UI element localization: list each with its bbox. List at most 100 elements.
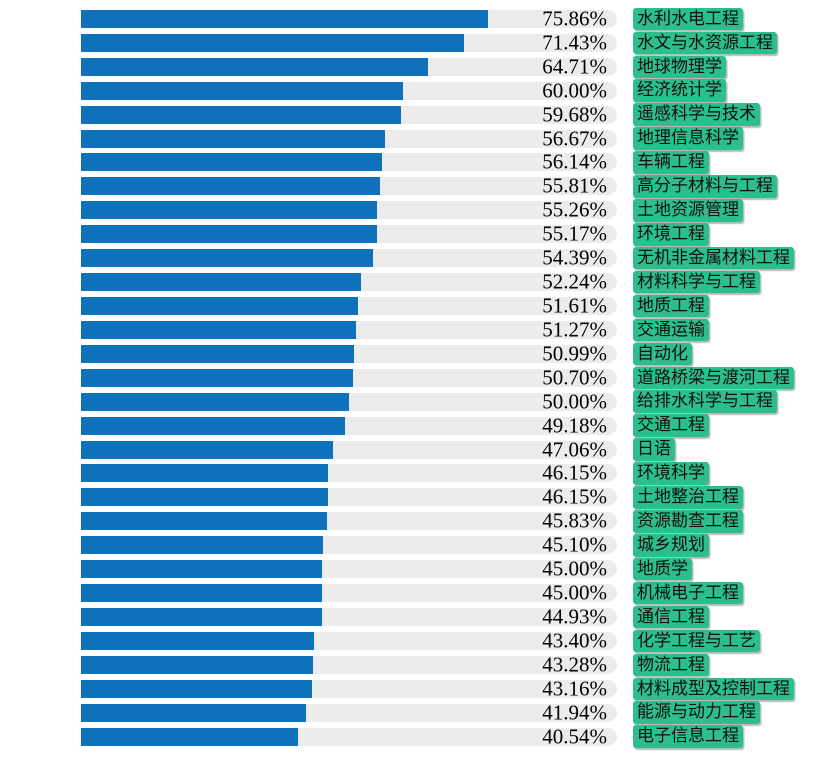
value-label: 44.93% [542, 604, 607, 629]
bar-row: 60.00% 经济统计学 [0, 79, 814, 103]
bar-fill [81, 273, 361, 292]
bar-track: 47.06% [81, 439, 617, 460]
bar-row: 50.00% 给排水科学与工程 [0, 390, 814, 414]
value-label: 51.61% [542, 293, 607, 318]
bar-fill [81, 679, 313, 698]
value-label: 75.86% [542, 6, 607, 31]
bar-track: 56.14% [81, 149, 617, 174]
bar-track: 43.40% [81, 628, 617, 653]
bar-row: 50.70% 道路桥梁与渡河工程 [0, 366, 814, 390]
bar-row: 51.27% 交通运输 [0, 318, 814, 342]
bar-track: 59.68% [81, 102, 617, 127]
bar-row: 44.93% 通信工程 [0, 605, 814, 629]
category-label: 地理信息科学 [633, 127, 743, 150]
bar-fill [81, 320, 356, 339]
value-label: 54.39% [542, 245, 607, 270]
bar-fill [81, 225, 377, 244]
category-label: 材料科学与工程 [633, 270, 760, 294]
bar-row: 47.06% 日语 [0, 438, 814, 462]
bar-track: 44.93% [81, 604, 617, 629]
value-label: 40.54% [542, 724, 607, 749]
category-label: 地质工程 [633, 294, 709, 318]
value-label: 43.40% [542, 628, 607, 653]
bar-fill [81, 153, 382, 172]
bar-row: 50.99% 自动化 [0, 342, 814, 366]
bar-track: 55.26% [81, 197, 617, 222]
value-label: 46.15% [542, 460, 607, 485]
value-label: 52.24% [542, 269, 607, 294]
bar-track: 50.00% [81, 391, 617, 412]
value-label: 55.81% [542, 173, 607, 198]
bar-row: 46.15% 土地整治工程 [0, 485, 814, 509]
bar-row: 64.71% 地球物理学 [0, 55, 814, 79]
category-label: 水文与水资源工程 [633, 31, 777, 55]
category-label: 资源勘查工程 [633, 510, 743, 533]
category-label: 交通工程 [633, 414, 709, 437]
category-label: 高分子材料与工程 [633, 175, 777, 198]
value-label: 55.26% [542, 197, 607, 222]
bar-row: 43.28% 物流工程 [0, 653, 814, 677]
value-label: 50.70% [542, 365, 607, 390]
value-label: 50.99% [542, 341, 607, 366]
bar-row: 43.16% 材料成型及控制工程 [0, 677, 814, 701]
value-label: 56.67% [542, 126, 607, 151]
bar-fill [81, 560, 323, 579]
category-label: 材料成型及控制工程 [633, 677, 794, 701]
bar-fill [81, 368, 353, 387]
value-label: 51.27% [542, 317, 607, 342]
bar-fill [81, 201, 378, 220]
bar-track: 46.15% [81, 484, 617, 509]
bar-track: 51.61% [81, 293, 617, 318]
bar-track: 49.18% [81, 413, 617, 438]
value-label: 49.18% [542, 413, 607, 438]
bar-track: 45.00% [81, 580, 617, 605]
category-label: 能源与动力工程 [633, 701, 760, 724]
bar-row: 45.00% 机械电子工程 [0, 581, 814, 605]
value-label: 64.71% [542, 54, 607, 79]
bar-fill [81, 512, 327, 531]
category-label: 通信工程 [633, 605, 709, 629]
value-label: 71.43% [542, 30, 607, 55]
bar-fill [81, 608, 322, 626]
category-label: 道路桥梁与渡河工程 [633, 366, 794, 390]
bar-track: 55.81% [81, 173, 617, 198]
bar-track: 45.10% [81, 534, 617, 555]
value-label: 45.00% [542, 556, 607, 581]
category-label: 遥感科学与技术 [633, 103, 760, 126]
bar-row: 43.40% 化学工程与工艺 [0, 629, 814, 653]
bar-track: 43.28% [81, 654, 617, 675]
value-label: 60.00% [542, 78, 607, 103]
bar-row: 52.24% 材料科学与工程 [0, 270, 814, 294]
bar-track: 50.70% [81, 365, 617, 390]
value-label: 45.00% [542, 580, 607, 605]
category-label: 交通运输 [633, 318, 709, 342]
value-label: 43.16% [542, 676, 607, 701]
bar-row: 45.00% 地质学 [0, 557, 814, 581]
category-label: 土地整治工程 [633, 486, 743, 509]
bar-row: 71.43% 水文与水资源工程 [0, 31, 814, 55]
category-label: 城乡规划 [633, 533, 709, 557]
category-label: 无机非金属材料工程 [633, 246, 794, 270]
value-label: 56.14% [542, 149, 607, 174]
bar-row: 45.83% 资源勘查工程 [0, 509, 814, 533]
bar-fill [81, 416, 345, 435]
bar-track: 40.54% [81, 724, 617, 749]
bar-fill [81, 464, 329, 483]
category-label: 化学工程与工艺 [633, 629, 760, 653]
value-label: 46.15% [542, 484, 607, 509]
value-label: 45.83% [542, 508, 607, 533]
category-label: 日语 [633, 438, 675, 461]
bar-track: 45.83% [81, 508, 617, 533]
bar-row: 54.39% 无机非金属材料工程 [0, 246, 814, 270]
category-label: 物流工程 [633, 653, 709, 677]
value-label: 55.17% [542, 221, 607, 246]
bar-track: 64.71% [81, 54, 617, 79]
bar-track: 75.86% [81, 6, 617, 31]
bar-row: 75.86% 水利水电工程 [0, 7, 814, 31]
bar-fill [81, 297, 358, 316]
bar-fill [81, 105, 401, 124]
bar-row: 59.68% 遥感科学与技术 [0, 103, 814, 127]
category-label: 环境科学 [633, 462, 709, 485]
bar-fill [81, 81, 403, 100]
value-label: 59.68% [542, 102, 607, 127]
